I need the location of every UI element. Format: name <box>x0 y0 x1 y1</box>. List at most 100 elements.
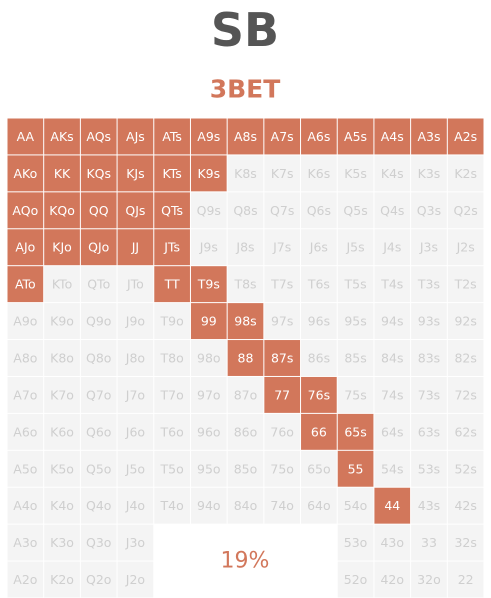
hand-cell <box>411 192 447 229</box>
hand-label: AKo <box>13 166 37 181</box>
hand-cell <box>337 340 374 376</box>
hand-label: A2o <box>13 572 37 587</box>
hand-label: T9s <box>197 277 220 292</box>
hand-label: J2o <box>125 572 145 587</box>
hand-cell <box>190 487 227 524</box>
hand-cell <box>80 118 117 155</box>
hand-label: AKs <box>50 129 73 144</box>
hand-cell <box>374 376 411 413</box>
hand-label: 43s <box>418 498 440 513</box>
hand-cell <box>117 192 154 229</box>
hand-cell <box>80 266 117 303</box>
hand-cell <box>264 155 301 192</box>
hand-label: J4o <box>125 498 145 513</box>
hand-label: 83s <box>418 351 440 366</box>
hand-cell <box>80 192 117 229</box>
hand-label: AQo <box>12 203 38 218</box>
hand-cell <box>411 303 447 340</box>
hand-cell <box>44 450 80 487</box>
hand-cell <box>154 118 190 155</box>
hand-cell <box>44 192 80 229</box>
hand-label: 65s <box>344 424 366 439</box>
hand-cell <box>447 487 484 524</box>
hand-cell <box>80 303 117 340</box>
hand-cell <box>44 376 80 413</box>
hand-label: K6o <box>50 424 74 439</box>
hand-label: J6s <box>309 240 328 255</box>
hand-label: K2s <box>454 166 477 181</box>
hand-cell <box>374 192 411 229</box>
hand-label: 76o <box>270 424 294 439</box>
hand-label: T5o <box>159 461 183 476</box>
hand-label: T6s <box>307 277 330 292</box>
hand-label: Q9o <box>86 314 111 329</box>
hand-label: 64o <box>307 498 331 513</box>
hand-label: Q2s <box>453 203 477 218</box>
hand-label: A3s <box>417 129 440 144</box>
hand-label: 85o <box>234 461 258 476</box>
hand-cell <box>117 413 154 450</box>
hand-label: ATs <box>162 129 182 144</box>
hand-label: J9s <box>199 240 218 255</box>
hand-label: QJo <box>88 240 109 255</box>
hand-cell <box>301 155 337 192</box>
hand-cell <box>117 376 154 413</box>
hand-cell <box>374 450 411 487</box>
hand-label: 43o <box>380 535 404 550</box>
hand-label: 64s <box>381 424 403 439</box>
hand-cell <box>337 487 374 524</box>
hand-label: 44 <box>384 498 400 513</box>
hand-cell <box>264 229 301 266</box>
hand-cell <box>264 266 301 303</box>
hand-label: QJs <box>125 203 145 218</box>
hand-cell <box>447 340 484 376</box>
hand-cell <box>411 155 447 192</box>
hand-cell <box>374 303 411 340</box>
hand-cell <box>447 229 484 266</box>
hand-label: A2s <box>454 129 477 144</box>
hand-cell <box>44 266 80 303</box>
hand-cell <box>264 192 301 229</box>
hand-cell <box>44 340 80 376</box>
hand-cell <box>264 303 301 340</box>
hand-label: K7s <box>271 166 294 181</box>
hand-label: QTs <box>161 203 183 218</box>
hand-cell <box>154 229 190 266</box>
hand-label: QQ <box>89 203 109 218</box>
hand-label: 97s <box>271 314 293 329</box>
hand-label: Q7o <box>86 387 111 402</box>
hand-cell <box>301 413 337 450</box>
hand-cell <box>227 118 264 155</box>
hand-label: K8o <box>50 351 74 366</box>
hand-label: TT <box>164 277 180 292</box>
hand-label: 52s <box>454 461 476 476</box>
hand-cell <box>374 487 411 524</box>
hand-cell <box>374 340 411 376</box>
hand-cell <box>190 450 227 487</box>
hand-cell <box>227 450 264 487</box>
hand-label: 93s <box>418 314 440 329</box>
hand-cell <box>7 376 44 413</box>
hand-label: A4s <box>381 129 404 144</box>
hand-label: J2s <box>456 240 475 255</box>
hand-label: 95s <box>344 314 366 329</box>
hand-label: 87o <box>234 387 258 402</box>
hand-cell <box>7 192 44 229</box>
hand-cell <box>117 524 154 561</box>
hand-label: 77 <box>274 387 290 402</box>
hand-label: A4o <box>13 498 37 513</box>
hand-cell <box>154 487 190 524</box>
hand-cell <box>80 229 117 266</box>
hand-cell <box>374 155 411 192</box>
hand-label: AJs <box>126 129 145 144</box>
hand-label: T4s <box>380 277 403 292</box>
hand-label: K9s <box>197 166 220 181</box>
hand-label: A8o <box>13 351 37 366</box>
hand-label: K2o <box>50 572 74 587</box>
hand-label: A9s <box>197 129 220 144</box>
hand-cell <box>301 229 337 266</box>
hand-cell <box>227 303 264 340</box>
hand-cell <box>190 155 227 192</box>
hand-cell <box>337 155 374 192</box>
